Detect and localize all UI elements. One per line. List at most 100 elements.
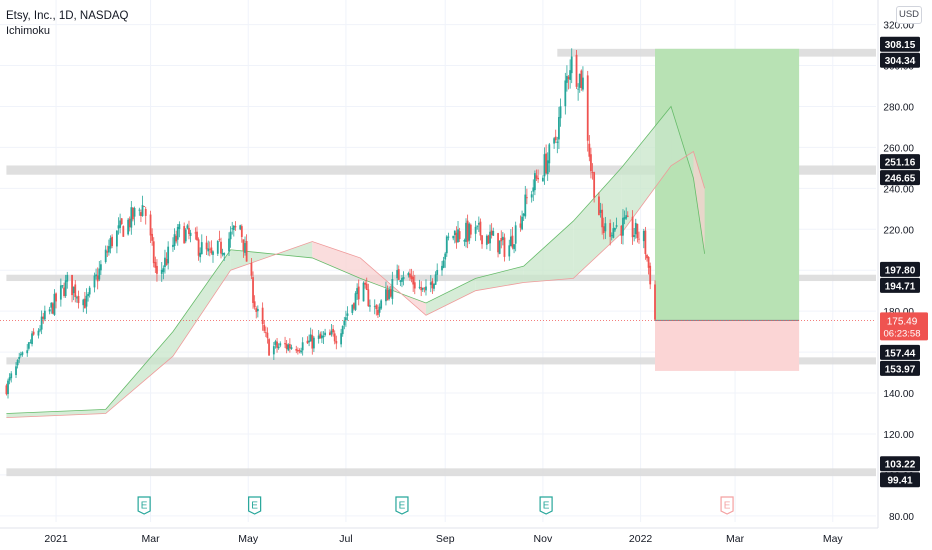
candle-body bbox=[357, 286, 360, 300]
indicator-label[interactable]: Ichimoku bbox=[6, 25, 51, 37]
candle-body bbox=[612, 228, 615, 238]
candle-body bbox=[176, 226, 179, 240]
candle-body bbox=[156, 265, 158, 274]
earnings-marker-shape bbox=[248, 496, 262, 515]
candle-body bbox=[82, 299, 85, 306]
candle-body bbox=[42, 316, 45, 319]
candle-body bbox=[144, 209, 147, 216]
candle-body bbox=[18, 356, 21, 360]
candle-body bbox=[188, 227, 190, 235]
candle-body bbox=[149, 214, 152, 236]
candle-body bbox=[638, 238, 640, 240]
bar-countdown: 06:23:58 bbox=[884, 328, 921, 339]
price-axis-tick: 320.00 bbox=[883, 21, 914, 32]
senkou-span-b bbox=[6, 150, 706, 418]
candle-body bbox=[452, 235, 455, 239]
candle-body bbox=[369, 305, 371, 307]
price-label: 197.80 bbox=[885, 265, 916, 276]
candle-body bbox=[487, 235, 490, 244]
candle-body bbox=[420, 287, 423, 291]
candle-body bbox=[599, 209, 602, 213]
cloud-segment bbox=[693, 151, 705, 254]
level-band bbox=[6, 165, 877, 175]
candle-body bbox=[364, 282, 367, 285]
candle-body bbox=[242, 239, 245, 251]
candle-body bbox=[141, 205, 144, 217]
candle-body bbox=[346, 313, 349, 316]
candle-body bbox=[476, 225, 479, 227]
candle-body bbox=[577, 88, 580, 90]
candle-body bbox=[308, 340, 310, 343]
symbol-title[interactable]: Etsy, Inc., 1D, NASDAQ bbox=[6, 10, 129, 22]
candle-body bbox=[274, 341, 277, 345]
candle-body bbox=[296, 350, 299, 352]
time-axis[interactable]: 2021 Mar May Jul Sep Nov 2022 Mar May bbox=[0, 527, 932, 550]
price-label: 251.16 bbox=[885, 158, 916, 169]
candle-body bbox=[106, 251, 109, 253]
candle-body bbox=[445, 236, 448, 254]
candle-body bbox=[93, 275, 96, 288]
earnings-marker-shape bbox=[395, 496, 409, 515]
candle-body bbox=[309, 334, 312, 342]
candle-body bbox=[642, 230, 645, 242]
candle-body bbox=[208, 248, 211, 250]
candle-body bbox=[295, 349, 298, 351]
candle-body bbox=[85, 295, 88, 307]
candle-body bbox=[399, 280, 402, 282]
candle-body bbox=[122, 226, 125, 237]
candle-body bbox=[455, 232, 458, 243]
candle-body bbox=[575, 54, 578, 87]
candle-body bbox=[622, 217, 624, 236]
candle-body bbox=[558, 117, 560, 140]
candle-body bbox=[71, 274, 73, 296]
time-axis-tick: 2021 bbox=[44, 533, 68, 545]
candle-body bbox=[172, 244, 174, 247]
candle-body bbox=[197, 239, 200, 256]
candle-body bbox=[16, 359, 19, 366]
candle-body bbox=[220, 241, 222, 254]
price-label-box bbox=[880, 36, 920, 52]
earnings-marker-label: E bbox=[543, 501, 550, 512]
candle-body bbox=[433, 283, 435, 289]
candle-body bbox=[636, 223, 639, 239]
level-band bbox=[6, 357, 877, 365]
candle-body bbox=[311, 335, 314, 349]
cloud-segment bbox=[573, 167, 622, 279]
candle-body bbox=[442, 260, 445, 268]
price-label: 157.44 bbox=[885, 348, 916, 359]
candle-body bbox=[200, 242, 203, 255]
candle-body bbox=[285, 343, 288, 350]
candle-body bbox=[503, 237, 506, 257]
candle-body bbox=[284, 343, 286, 345]
candle-body bbox=[27, 342, 30, 349]
candle-body bbox=[232, 225, 235, 231]
cloud-segment bbox=[523, 221, 574, 283]
candle-body bbox=[509, 236, 512, 247]
candle-body bbox=[29, 342, 32, 344]
candle-body bbox=[533, 173, 536, 191]
price-label: 194.71 bbox=[885, 281, 916, 292]
candle-body bbox=[340, 333, 343, 345]
candle-body bbox=[362, 282, 365, 302]
candle-body bbox=[229, 231, 232, 240]
candle-body bbox=[508, 245, 511, 257]
price-label-box bbox=[880, 472, 920, 488]
candle-body bbox=[111, 236, 114, 247]
candle-body bbox=[479, 221, 482, 236]
candle-body bbox=[521, 216, 523, 230]
candle-body bbox=[649, 265, 652, 285]
currency-button[interactable]: USD bbox=[896, 6, 922, 24]
candle-body bbox=[74, 284, 77, 298]
price-label: 308.15 bbox=[885, 40, 916, 51]
candle-body bbox=[320, 335, 323, 339]
candle-body bbox=[306, 340, 309, 344]
candle-body bbox=[423, 287, 426, 289]
candle-body bbox=[535, 175, 538, 179]
candle-body bbox=[514, 225, 517, 244]
long-position-tool[interactable] bbox=[654, 48, 800, 371]
candle-body bbox=[380, 300, 383, 309]
candle-body bbox=[43, 310, 46, 320]
candle-body bbox=[554, 136, 557, 141]
candle-body bbox=[345, 317, 347, 321]
